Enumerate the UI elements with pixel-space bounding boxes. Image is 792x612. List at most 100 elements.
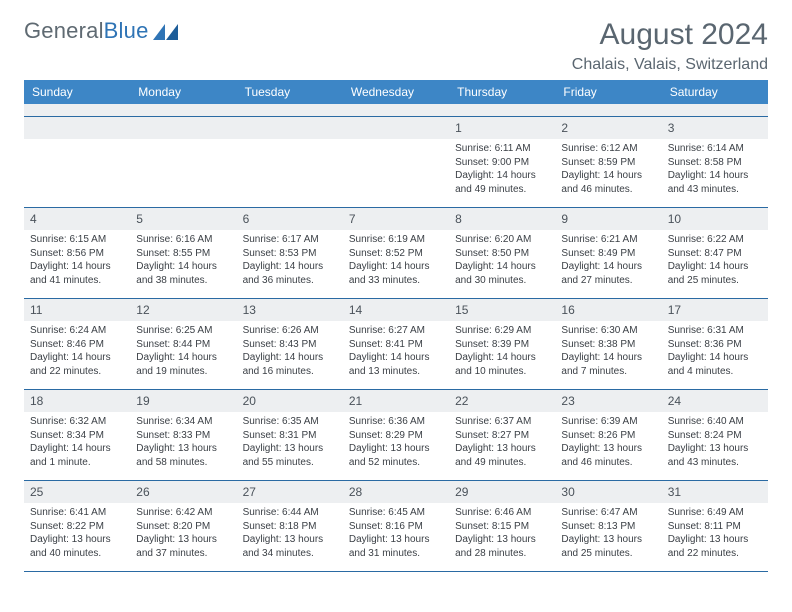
daylight-line: Daylight: 13 hours and 34 minutes. (243, 533, 337, 560)
brand-text: GeneralBlue (24, 18, 149, 44)
day-number: 4 (24, 208, 130, 230)
weekday-header: Tuesday (237, 80, 343, 104)
day-cell: 20Sunrise: 6:35 AMSunset: 8:31 PMDayligh… (237, 390, 343, 481)
header-spacer-row (24, 104, 768, 117)
day-number: 6 (237, 208, 343, 230)
sunset-line: Sunset: 8:27 PM (455, 429, 549, 443)
daylight-line: Daylight: 14 hours and 16 minutes. (243, 351, 337, 378)
day-number: 31 (662, 481, 768, 503)
day-number: 24 (662, 390, 768, 412)
sunset-line: Sunset: 8:29 PM (349, 429, 443, 443)
daylight-line: Daylight: 13 hours and 46 minutes. (561, 442, 655, 469)
sunset-line: Sunset: 8:47 PM (668, 247, 762, 261)
sunset-line: Sunset: 9:00 PM (455, 156, 549, 170)
day-number: 8 (449, 208, 555, 230)
brand-logo: GeneralBlue (24, 18, 179, 44)
empty-cell (343, 117, 449, 208)
sunrise-line: Sunrise: 6:44 AM (243, 506, 337, 520)
sunrise-line: Sunrise: 6:35 AM (243, 415, 337, 429)
daylight-line: Daylight: 14 hours and 13 minutes. (349, 351, 443, 378)
day-cell: 30Sunrise: 6:47 AMSunset: 8:13 PMDayligh… (555, 481, 661, 572)
daylight-line: Daylight: 14 hours and 22 minutes. (30, 351, 124, 378)
daylight-line: Daylight: 13 hours and 31 minutes. (349, 533, 443, 560)
day-number: 11 (24, 299, 130, 321)
sunset-line: Sunset: 8:38 PM (561, 338, 655, 352)
sunrise-line: Sunrise: 6:27 AM (349, 324, 443, 338)
sunset-line: Sunset: 8:44 PM (136, 338, 230, 352)
sunrise-line: Sunrise: 6:11 AM (455, 142, 549, 156)
calendar-week-row: 18Sunrise: 6:32 AMSunset: 8:34 PMDayligh… (24, 390, 768, 481)
sunrise-line: Sunrise: 6:25 AM (136, 324, 230, 338)
sunrise-line: Sunrise: 6:30 AM (561, 324, 655, 338)
day-number: 20 (237, 390, 343, 412)
daylight-line: Daylight: 14 hours and 46 minutes. (561, 169, 655, 196)
daylight-line: Daylight: 13 hours and 52 minutes. (349, 442, 443, 469)
day-cell: 21Sunrise: 6:36 AMSunset: 8:29 PMDayligh… (343, 390, 449, 481)
daylight-line: Daylight: 13 hours and 43 minutes. (668, 442, 762, 469)
sunrise-line: Sunrise: 6:24 AM (30, 324, 124, 338)
day-number: 23 (555, 390, 661, 412)
day-number: 18 (24, 390, 130, 412)
day-number: 22 (449, 390, 555, 412)
sunset-line: Sunset: 8:24 PM (668, 429, 762, 443)
sunrise-line: Sunrise: 6:19 AM (349, 233, 443, 247)
daylight-line: Daylight: 14 hours and 36 minutes. (243, 260, 337, 287)
day-number: 27 (237, 481, 343, 503)
sunrise-line: Sunrise: 6:15 AM (30, 233, 124, 247)
day-number: 7 (343, 208, 449, 230)
daynum-empty (130, 117, 236, 139)
day-cell: 11 Sunrise: 6:24 AMSunset: 8:46 PMDayligh… (24, 299, 130, 390)
daylight-line: Daylight: 13 hours and 37 minutes. (136, 533, 230, 560)
weekday-header: Monday (130, 80, 236, 104)
weekday-header: Thursday (449, 80, 555, 104)
daylight-line: Daylight: 13 hours and 58 minutes. (136, 442, 230, 469)
sunrise-line: Sunrise: 6:49 AM (668, 506, 762, 520)
day-number: 1 (449, 117, 555, 139)
day-cell: 28Sunrise: 6:45 AMSunset: 8:16 PMDayligh… (343, 481, 449, 572)
day-cell: 5Sunrise: 6:16 AMSunset: 8:55 PMDaylight… (130, 208, 236, 299)
day-number: 29 (449, 481, 555, 503)
header: GeneralBlue August 2024 Chalais, Valais,… (24, 18, 768, 74)
day-cell: 22Sunrise: 6:37 AMSunset: 8:27 PMDayligh… (449, 390, 555, 481)
sunrise-line: Sunrise: 6:37 AM (455, 415, 549, 429)
day-cell: 1Sunrise: 6:11 AMSunset: 9:00 PMDaylight… (449, 117, 555, 208)
day-number: 15 (449, 299, 555, 321)
empty-cell (130, 117, 236, 208)
sunrise-line: Sunrise: 6:31 AM (668, 324, 762, 338)
day-cell: 6Sunrise: 6:17 AMSunset: 8:53 PMDaylight… (237, 208, 343, 299)
daylight-line: Daylight: 14 hours and 43 minutes. (668, 169, 762, 196)
day-cell: 26Sunrise: 6:42 AMSunset: 8:20 PMDayligh… (130, 481, 236, 572)
weekday-header: Wednesday (343, 80, 449, 104)
daylight-line: Daylight: 14 hours and 30 minutes. (455, 260, 549, 287)
day-number: 25 (24, 481, 130, 503)
day-cell: 14Sunrise: 6:27 AMSunset: 8:41 PMDayligh… (343, 299, 449, 390)
weekday-header: Friday (555, 80, 661, 104)
sunrise-line: Sunrise: 6:14 AM (668, 142, 762, 156)
sunset-line: Sunset: 8:56 PM (30, 247, 124, 261)
day-cell: 13Sunrise: 6:26 AMSunset: 8:43 PMDayligh… (237, 299, 343, 390)
daylight-line: Daylight: 14 hours and 7 minutes. (561, 351, 655, 378)
sunrise-line: Sunrise: 6:36 AM (349, 415, 443, 429)
daylight-line: Daylight: 14 hours and 27 minutes. (561, 260, 655, 287)
sunset-line: Sunset: 8:53 PM (243, 247, 337, 261)
day-cell: 29Sunrise: 6:46 AMSunset: 8:15 PMDayligh… (449, 481, 555, 572)
sunset-line: Sunset: 8:16 PM (349, 520, 443, 534)
sunset-line: Sunset: 8:55 PM (136, 247, 230, 261)
sunrise-line: Sunrise: 6:47 AM (561, 506, 655, 520)
sunrise-line: Sunrise: 6:41 AM (30, 506, 124, 520)
calendar-table: SundayMondayTuesdayWednesdayThursdayFrid… (24, 80, 768, 572)
daylight-line: Daylight: 13 hours and 55 minutes. (243, 442, 337, 469)
day-cell: 8Sunrise: 6:20 AMSunset: 8:50 PMDaylight… (449, 208, 555, 299)
day-number: 12 (130, 299, 236, 321)
day-cell: 3Sunrise: 6:14 AMSunset: 8:58 PMDaylight… (662, 117, 768, 208)
calendar-week-row: 11Sunrise: 6:24 AMSunset: 8:46 PMDayligh… (24, 299, 768, 390)
daylight-line: Daylight: 14 hours and 25 minutes. (668, 260, 762, 287)
calendar-week-row: 1 Sunrise: 6:11 AMSunset: 9:00 PM Daylight… (24, 117, 768, 208)
brand-general: General (24, 18, 104, 43)
sunset-line: Sunset: 8:46 PM (30, 338, 124, 352)
sunset-line: Sunset: 8:15 PM (455, 520, 549, 534)
day-number: 10 (662, 208, 768, 230)
daylight-line: Daylight: 14 hours and 19 minutes. (136, 351, 230, 378)
day-cell: 18Sunrise: 6:32 AMSunset: 8:34 PMDayligh… (24, 390, 130, 481)
sunset-line: Sunset: 8:20 PM (136, 520, 230, 534)
